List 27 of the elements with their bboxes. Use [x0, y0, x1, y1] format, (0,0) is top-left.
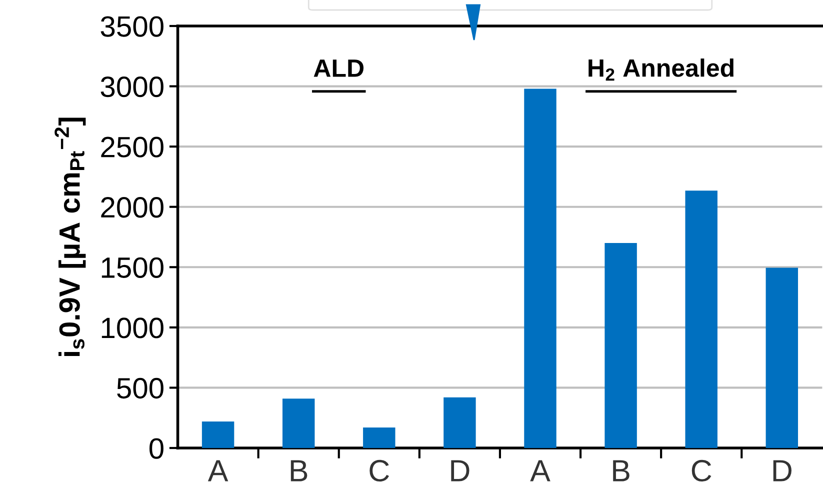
bar [766, 268, 798, 448]
x-tick-label: C [370, 460, 390, 482]
bar [363, 428, 396, 448]
y-tick-label: 0 [149, 438, 164, 459]
y-tick-label: 1000 [102, 318, 164, 338]
bar [524, 88, 556, 448]
bar [444, 397, 476, 448]
y-tick-label: 500 [117, 378, 164, 399]
x-tick-label: A [530, 460, 550, 482]
x-tick-label: D [773, 460, 792, 482]
annotation: H$_{2}$ Annealed [588, 58, 734, 81]
bar [202, 421, 234, 448]
y-tick-label: 2000 [101, 197, 164, 218]
bar [685, 190, 718, 448]
x-tick-label: B [290, 460, 308, 482]
y-tick-label: 3500 [100, 16, 164, 37]
y-axis-title: i$_{s}$0.9V [µA cm$_{Pt}$$^{−2}$] [54, 118, 86, 356]
x-tick-label: A [208, 460, 228, 482]
x-tick-label: D [451, 460, 470, 482]
y-tick-label: 2500 [101, 136, 164, 158]
x-tick-label: C [692, 460, 712, 482]
x-tick-label: B [613, 460, 630, 482]
y-tick-label: 1500 [102, 257, 164, 278]
y-tick-label: 3000 [100, 76, 164, 98]
annotation: ALD [314, 60, 364, 77]
bar [604, 243, 637, 448]
bar [282, 398, 315, 448]
